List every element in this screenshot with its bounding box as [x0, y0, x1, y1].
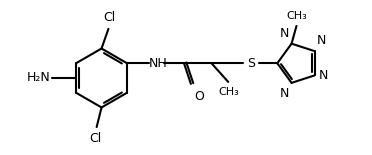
Text: Cl: Cl	[90, 132, 102, 145]
Text: N: N	[280, 87, 289, 100]
Text: N: N	[280, 27, 289, 40]
Text: S: S	[247, 57, 255, 70]
Text: CH₃: CH₃	[286, 11, 307, 21]
Text: H₂N: H₂N	[27, 71, 51, 84]
Text: CH₃: CH₃	[219, 87, 240, 97]
Text: N: N	[318, 69, 328, 82]
Text: Cl: Cl	[103, 11, 116, 24]
Text: N: N	[317, 34, 326, 47]
Text: O: O	[194, 90, 204, 103]
Text: NH: NH	[149, 57, 167, 70]
